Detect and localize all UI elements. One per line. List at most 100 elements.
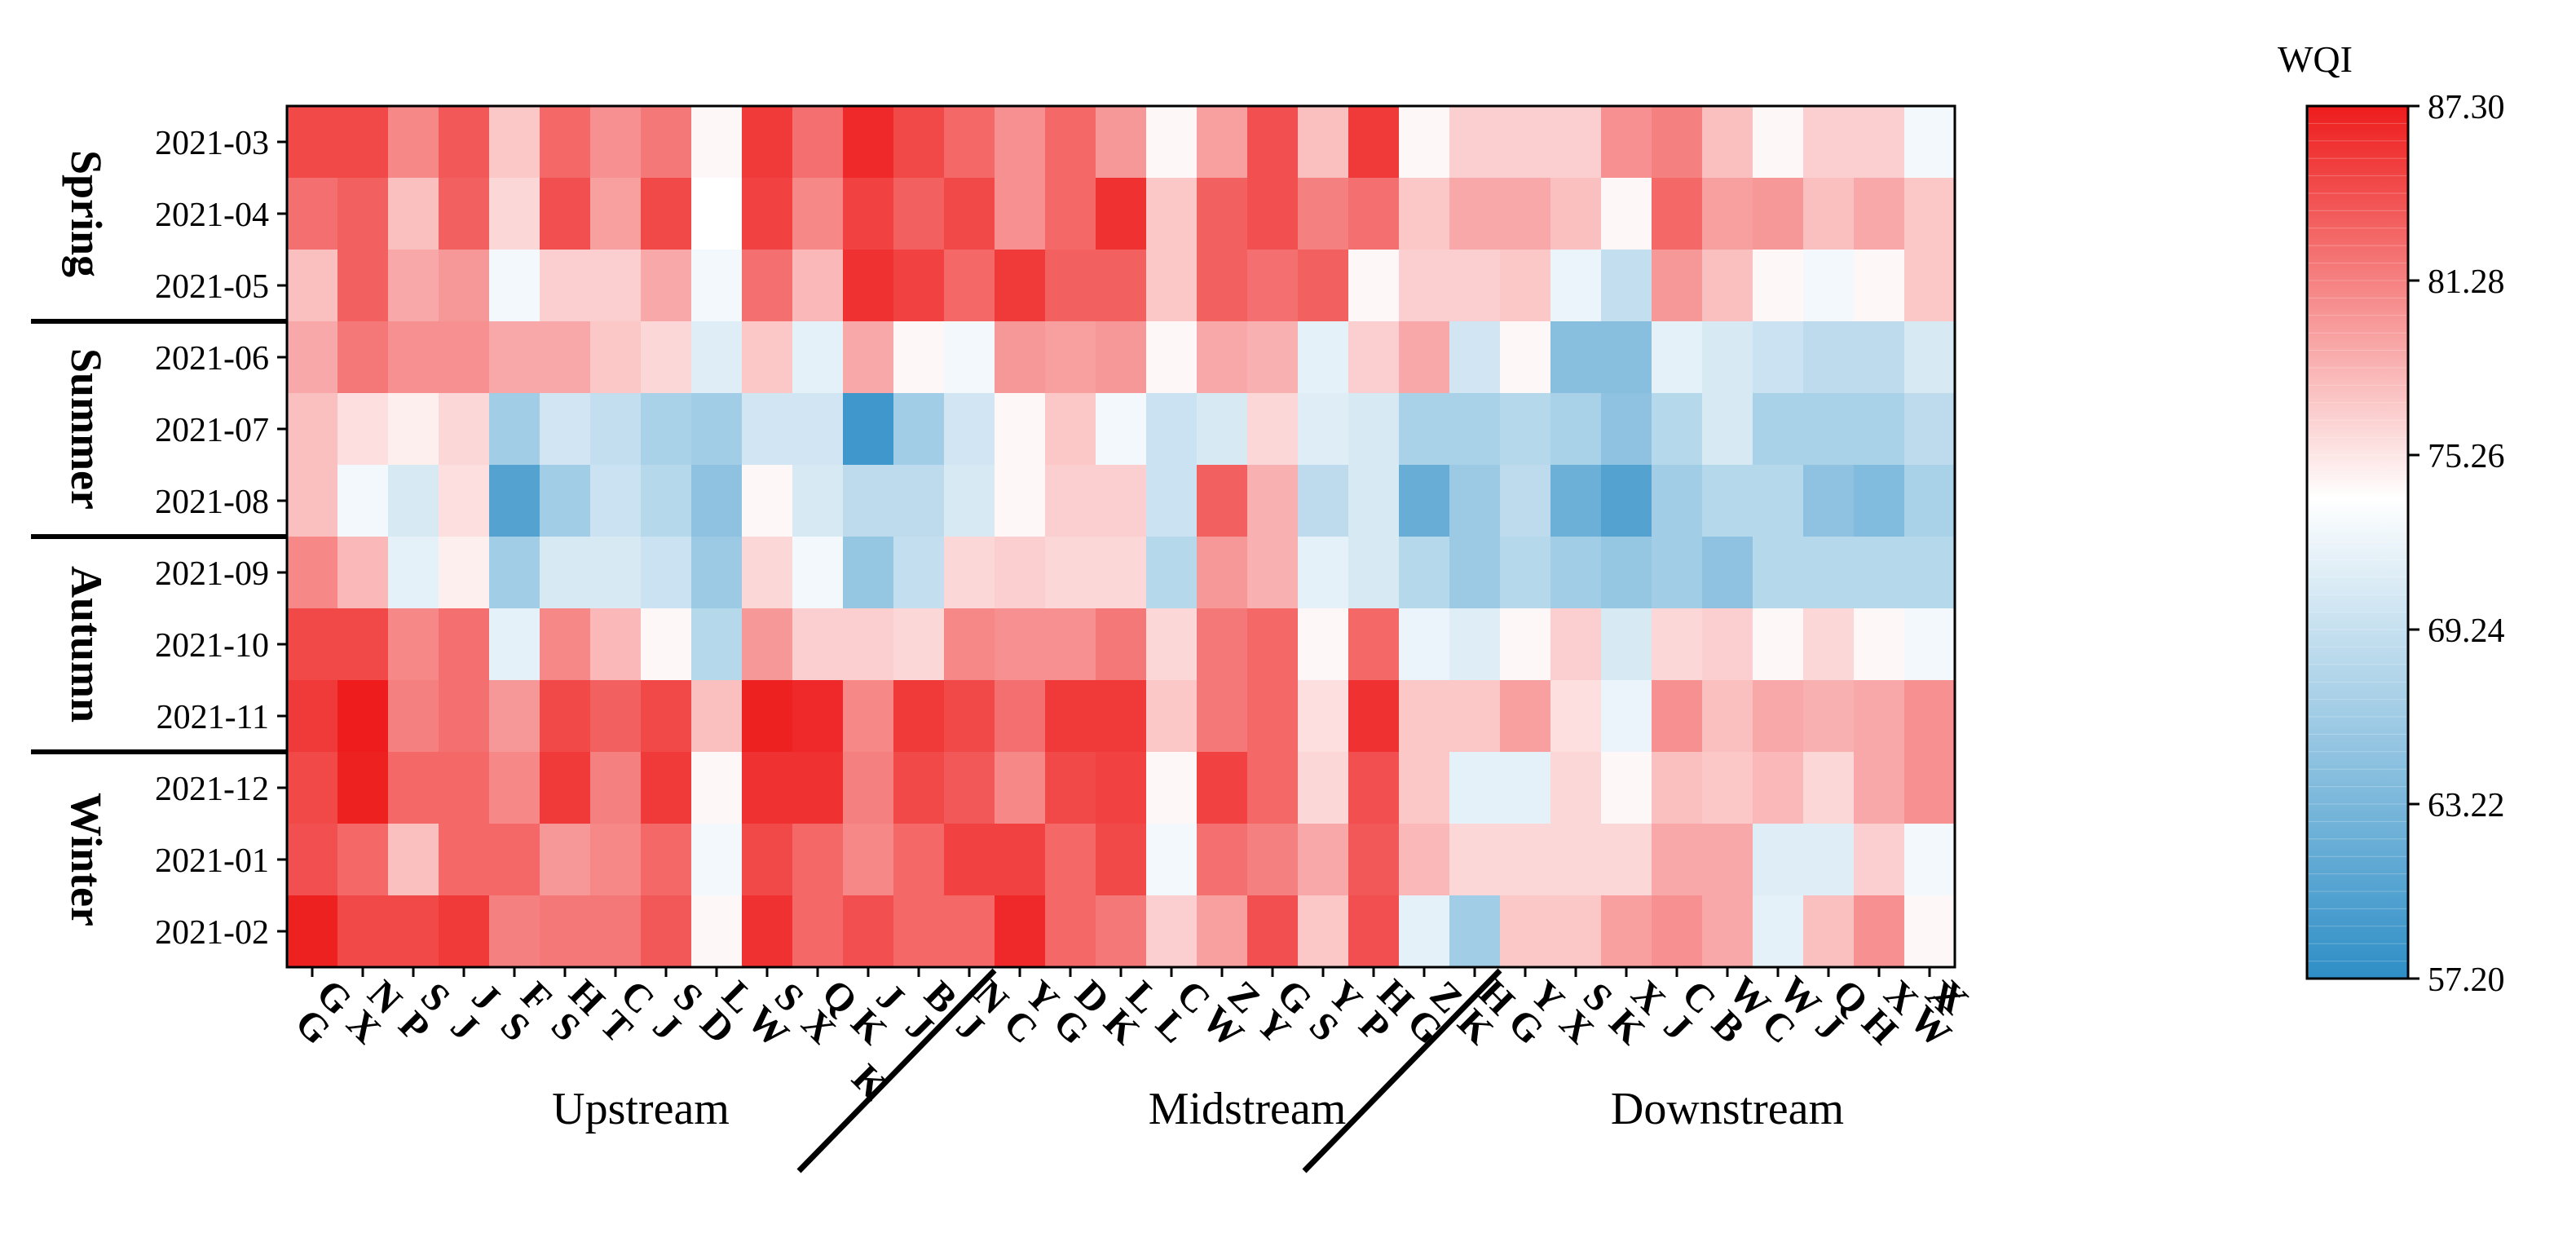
season-label-winter: Winter <box>62 793 111 926</box>
heatmap-cell-2021-07-BJ <box>893 393 945 466</box>
heatmap-cell-2021-11-BJ <box>893 680 945 753</box>
heatmap-cell-2021-10-HK <box>1449 608 1501 681</box>
heatmap-cell-2021-09-LK <box>1096 537 1147 609</box>
heatmap-cell-2021-09-XW <box>1904 537 1956 609</box>
heatmap-cell-2021-09-NJ <box>944 537 995 609</box>
heatmap-cell-2021-05-BJ <box>893 250 945 322</box>
heatmap-cell-2021-10-BJ <box>893 608 945 681</box>
heatmap-cell-2021-04-GY <box>1247 178 1299 250</box>
group-divider <box>796 968 997 1173</box>
heatmap-cell-2021-07-DG <box>1045 393 1096 466</box>
heatmap-cell-2021-11-QX <box>792 680 844 753</box>
heatmap-cell-2021-01-HP <box>1348 824 1400 896</box>
heatmap-cell-2021-03-LK <box>1096 106 1147 179</box>
heatmap-cell-2021-11-CL <box>1146 680 1198 753</box>
heatmap-cell-2021-02-SJ <box>641 895 692 968</box>
heatmap-cell-2021-10-CT <box>590 608 642 681</box>
heatmap-cell-2021-08-YS <box>1298 465 1349 537</box>
heatmap-cell-2021-11-YS <box>1298 680 1349 753</box>
colorbar-tick-label: 81.28 <box>2428 263 2505 301</box>
heatmap-cell-2021-06-JK <box>843 321 894 394</box>
heatmap-cell-2021-01-WC <box>1753 824 1804 896</box>
heatmap-cell-2021-02-ZW <box>1197 895 1248 968</box>
heatmap-cell-2021-08-LD <box>691 465 743 537</box>
heatmap-cell-2021-10-QJ <box>1803 608 1855 681</box>
heatmap-cell-2021-06-JJ <box>439 321 490 394</box>
heatmap-cell-2021-06-YC <box>995 321 1046 394</box>
heatmap-cell-2021-02-CL <box>1146 895 1198 968</box>
heatmap-cell-2021-06-HS <box>540 321 591 394</box>
group-label-downstream: Downstream <box>1611 1084 1844 1134</box>
heatmap-cell-2021-11-SJ <box>641 680 692 753</box>
heatmap-cell-2021-06-ZW <box>1197 321 1248 394</box>
heatmap-cell-2021-11-HP <box>1348 680 1400 753</box>
heatmap-cell-2021-11-CT <box>590 680 642 753</box>
heatmap-cell-2021-01-CL <box>1146 824 1198 896</box>
heatmap-cell-2021-12-BJ <box>893 752 945 824</box>
heatmap-cell-2021-07-WC <box>1753 393 1804 466</box>
heatmap-cell-2021-07-HS <box>540 393 591 466</box>
heatmap-cell-2021-10-GY <box>1247 608 1299 681</box>
heatmap-cell-2021-08-JJ <box>439 465 490 537</box>
heatmap-cell-2021-11-WC <box>1753 680 1804 753</box>
heatmap-cell-2021-06-QX <box>792 321 844 394</box>
heatmap-cell-2021-07-SW <box>742 393 793 466</box>
heatmap-cell-2021-12-SJ <box>641 752 692 824</box>
heatmap-cell-2021-11-LK <box>1096 680 1147 753</box>
heatmap-cell-2021-10-WB <box>1702 608 1753 681</box>
heatmap-cell-2021-05-GG <box>287 250 338 322</box>
heatmap-cell-2021-08-SP <box>388 465 439 537</box>
heatmap-cell-2021-05-YS <box>1298 250 1349 322</box>
heatmap-cell-2021-09-JJ <box>439 537 490 609</box>
heatmap-cell-2021-02-HS <box>540 895 591 968</box>
heatmap-cell-2021-02-WC <box>1753 895 1804 968</box>
heatmap-cell-2021-09-CT <box>590 537 642 609</box>
heatmap-cell-2021-11-SX <box>1550 680 1602 753</box>
heatmap-cell-2021-07-HK <box>1449 393 1501 466</box>
heatmap-cell-2021-01-QJ <box>1803 824 1855 896</box>
heatmap-cell-2021-04-CJ <box>1652 178 1703 250</box>
heatmap-cell-2021-04-CL <box>1146 178 1198 250</box>
group-label-midstream: Midstream <box>1149 1084 1347 1134</box>
heatmap-cell-2021-03-WB <box>1702 106 1753 179</box>
colorbar-tick-label: 75.26 <box>2428 438 2505 475</box>
heatmap-cell-2021-06-XH <box>1854 321 1905 394</box>
heatmap-cell-2021-11-LD <box>691 680 743 753</box>
heatmap-cell-2021-03-JJ <box>439 106 490 179</box>
heatmap-cell-2021-12-SX <box>1550 752 1602 824</box>
heatmap-cell-2021-09-SJ <box>641 537 692 609</box>
heatmap-cell-2021-04-QX <box>792 178 844 250</box>
heatmap-cell-2021-09-HK <box>1449 537 1501 609</box>
heatmap-cell-2021-01-CJ <box>1652 824 1703 896</box>
heatmap-cell-2021-02-FS <box>489 895 540 968</box>
heatmap-cell-2021-08-DG <box>1045 465 1096 537</box>
heatmap-cell-2021-03-GY <box>1247 106 1299 179</box>
heatmap-cell-2021-03-QJ <box>1803 106 1855 179</box>
heatmap-cell-2021-12-GY <box>1247 752 1299 824</box>
heatmap-cell-2021-08-NX <box>337 465 389 537</box>
heatmap-cell-2021-03-JK <box>843 106 894 179</box>
heatmap-cell-2021-07-YG <box>1500 393 1551 466</box>
heatmap-cell-2021-03-HS <box>540 106 591 179</box>
heatmap-cell-2021-11-XH <box>1854 680 1905 753</box>
heatmap-cell-2021-05-CL <box>1146 250 1198 322</box>
heatmap-cell-2021-06-GG <box>287 321 338 394</box>
heatmap-cell-2021-09-GY <box>1247 537 1299 609</box>
heatmap-cell-2021-09-NX <box>337 537 389 609</box>
heatmap-cell-2021-07-HP <box>1348 393 1400 466</box>
season-label-autumn: Autumn <box>62 566 111 723</box>
heatmap-cell-2021-03-HK <box>1449 106 1501 179</box>
colorbar-tick-label: 57.20 <box>2428 961 2505 999</box>
heatmap-cell-2021-10-ZG <box>1399 608 1450 681</box>
heatmap-cell-2021-04-ZG <box>1399 178 1450 250</box>
heatmap-cell-2021-07-CJ <box>1652 393 1703 466</box>
heatmap-cell-2021-12-SP <box>388 752 439 824</box>
heatmap-cell-2021-07-NJ <box>944 393 995 466</box>
heatmap-cell-2021-01-ZW <box>1197 824 1248 896</box>
heatmap-cell-2021-11-WB <box>1702 680 1753 753</box>
heatmap-cell-2021-02-YG <box>1500 895 1551 968</box>
heatmap-cell-2021-12-WB <box>1702 752 1753 824</box>
heatmap-cell-2021-03-XH <box>1854 106 1905 179</box>
heatmap-cell-2021-11-ZW <box>1197 680 1248 753</box>
